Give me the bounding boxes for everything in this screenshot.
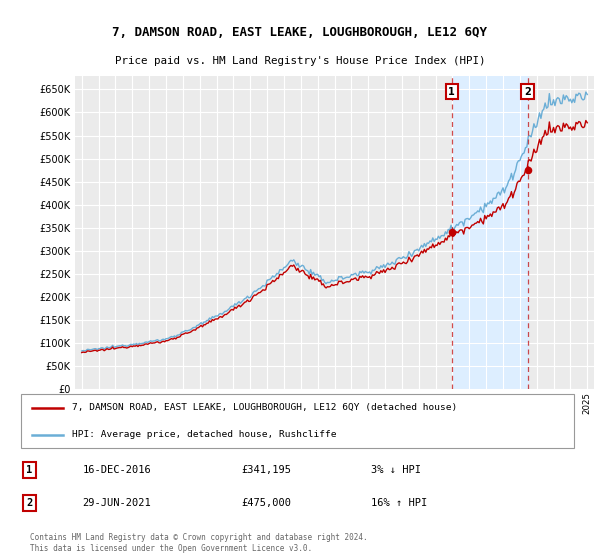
Text: 3% ↓ HPI: 3% ↓ HPI <box>371 465 421 475</box>
Text: 7, DAMSON ROAD, EAST LEAKE, LOUGHBOROUGH, LE12 6QY: 7, DAMSON ROAD, EAST LEAKE, LOUGHBOROUGH… <box>113 26 487 39</box>
Text: HPI: Average price, detached house, Rushcliffe: HPI: Average price, detached house, Rush… <box>72 431 337 440</box>
Text: 29-JUN-2021: 29-JUN-2021 <box>82 498 151 508</box>
Point <box>523 166 532 175</box>
FancyBboxPatch shape <box>20 394 574 449</box>
Text: 16-DEC-2016: 16-DEC-2016 <box>82 465 151 475</box>
Text: 1: 1 <box>26 465 32 475</box>
Bar <box>452 76 527 389</box>
Point <box>447 227 457 236</box>
Text: £475,000: £475,000 <box>241 498 291 508</box>
Text: 16% ↑ HPI: 16% ↑ HPI <box>371 498 427 508</box>
Text: 7, DAMSON ROAD, EAST LEAKE, LOUGHBOROUGH, LE12 6QY (detached house): 7, DAMSON ROAD, EAST LEAKE, LOUGHBOROUGH… <box>72 403 457 412</box>
Text: £341,195: £341,195 <box>241 465 291 475</box>
Text: Price paid vs. HM Land Registry's House Price Index (HPI): Price paid vs. HM Land Registry's House … <box>115 56 485 66</box>
Text: 1: 1 <box>448 87 455 97</box>
Text: 2: 2 <box>524 87 531 97</box>
Text: 2: 2 <box>26 498 32 508</box>
Text: Contains HM Land Registry data © Crown copyright and database right 2024.
This d: Contains HM Land Registry data © Crown c… <box>29 534 367 553</box>
